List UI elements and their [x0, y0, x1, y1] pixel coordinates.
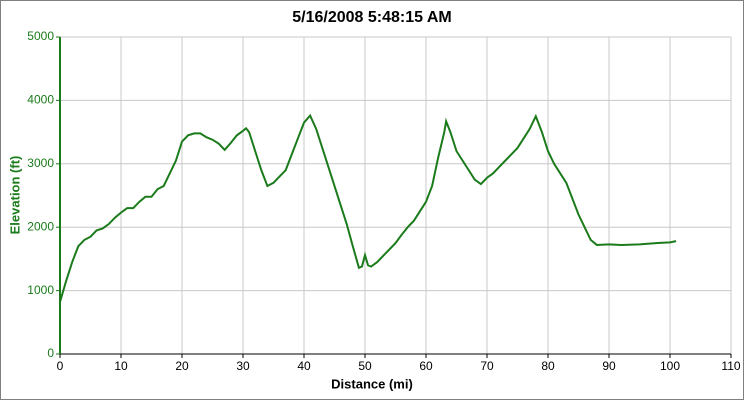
x-tick-label: 50 — [358, 359, 372, 373]
x-tick-label: 110 — [721, 359, 740, 373]
y-tick-label: 4000 — [27, 93, 54, 107]
elevation-line — [59, 113, 677, 303]
x-tick-label: 30 — [236, 359, 250, 373]
y-tick-label: 1000 — [27, 283, 54, 297]
x-tick-label: 10 — [114, 359, 128, 373]
y-tick-label: 3000 — [27, 156, 54, 170]
x-tick-label: 40 — [297, 359, 311, 373]
x-axis-label: Distance (mi) — [331, 376, 413, 391]
x-tick-label: 90 — [602, 359, 616, 373]
y-axis-label: Elevation (ft) — [7, 156, 22, 235]
y-tick-label: 5000 — [27, 29, 54, 43]
x-tick-label: 80 — [541, 359, 555, 373]
y-tick-label: 0 — [47, 346, 54, 360]
x-tick-label: 100 — [660, 359, 680, 373]
chart-title: 5/16/2008 5:48:15 AM — [292, 9, 452, 26]
x-tick-label: 70 — [480, 359, 494, 373]
x-tick-label: 60 — [419, 359, 433, 373]
y-tick-label: 2000 — [27, 219, 54, 233]
x-tick-label: 20 — [175, 359, 189, 373]
x-tick-label: 0 — [57, 359, 64, 373]
